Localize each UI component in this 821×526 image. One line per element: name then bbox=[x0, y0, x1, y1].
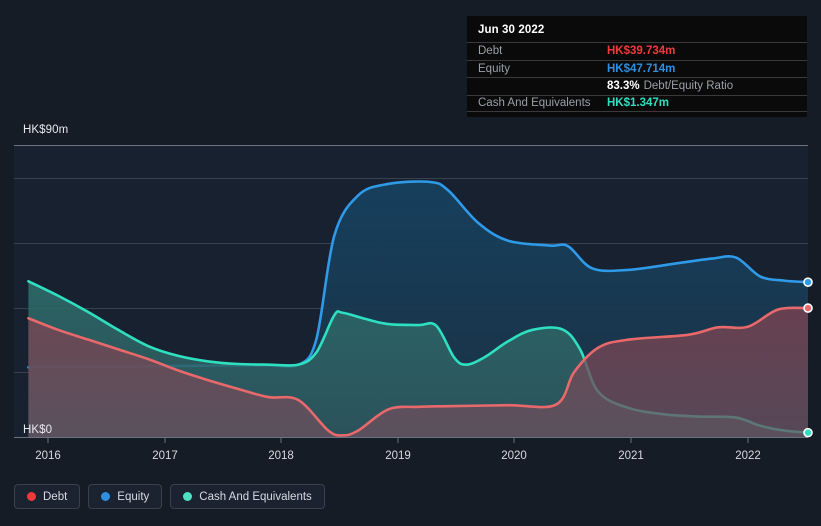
legend-item-debt[interactable]: Debt bbox=[14, 484, 81, 509]
tooltip-row-ratio: 83.3% Debt/Equity Ratio bbox=[467, 77, 807, 95]
endpoint-marker-equity bbox=[803, 277, 813, 287]
legend-label-equity: Equity bbox=[117, 490, 150, 503]
tooltip-label-equity: Equity bbox=[478, 62, 510, 75]
legend-dot-equity-icon bbox=[101, 492, 111, 501]
legend-label-cash: Cash And Equivalents bbox=[199, 490, 312, 503]
line-debt bbox=[27, 306, 808, 437]
tooltip-ratio-label: Debt/Equity Ratio bbox=[643, 80, 734, 93]
legend-item-cash[interactable]: Cash And Equivalents bbox=[170, 484, 325, 509]
x-tick-2021: 2021 bbox=[618, 450, 644, 462]
chart-legend: Debt Equity Cash And Equivalents bbox=[14, 484, 325, 509]
tooltip-value-debt: HK$39.734m bbox=[607, 45, 676, 58]
series-layer bbox=[27, 180, 808, 437]
y-axis-max-label: HK$90m bbox=[23, 124, 69, 136]
debt-equity-area-chart bbox=[14, 145, 813, 443]
x-tick-2019: 2019 bbox=[385, 450, 411, 462]
y-axis-min-label: HK$0 bbox=[23, 424, 53, 436]
tooltip-row-debt: Debt HK$39.734m bbox=[467, 42, 807, 60]
x-axis-tick-marks bbox=[47, 437, 749, 443]
data-tooltip: Jun 30 2022 Debt HK$39.734m Equity HK$47… bbox=[467, 16, 807, 117]
area-fill-debt bbox=[28, 307, 808, 437]
legend-dot-debt-icon bbox=[27, 492, 36, 501]
x-tick-2018: 2018 bbox=[268, 450, 294, 462]
x-tick-2017: 2017 bbox=[152, 450, 178, 462]
endpoint-marker-debt bbox=[803, 303, 813, 313]
endpoint-marker-cash-and-equivalents bbox=[803, 427, 813, 438]
tooltip-row-equity: Equity HK$47.714m bbox=[467, 59, 807, 78]
chart-canvas[interactable]: HK$90m HK$0 2016 2017 2018 2019 2020 202… bbox=[0, 0, 821, 470]
x-tick-2016: 2016 bbox=[35, 450, 61, 462]
tooltip-ratio-value: 83.3% bbox=[607, 80, 640, 93]
tooltip-ratio-group: 83.3% Debt/Equity Ratio bbox=[607, 80, 733, 92]
legend-label-debt: Debt bbox=[43, 490, 68, 503]
tooltip-label-cash: Cash And Equivalents bbox=[478, 97, 591, 110]
tooltip-row-cash: Cash And Equivalents HK$1.347m bbox=[467, 94, 807, 112]
endpoint-markers bbox=[803, 277, 813, 438]
tooltip-label-debt: Debt bbox=[478, 45, 503, 58]
tooltip-value-cash: HK$1.347m bbox=[607, 97, 670, 110]
legend-dot-cash-icon bbox=[183, 492, 193, 501]
tooltip-date: Jun 30 2022 bbox=[478, 24, 545, 36]
x-tick-2022: 2022 bbox=[735, 450, 761, 462]
legend-item-equity[interactable]: Equity bbox=[88, 484, 163, 509]
tooltip-value-equity: HK$47.714m bbox=[607, 62, 676, 75]
x-tick-2020: 2020 bbox=[501, 450, 527, 462]
